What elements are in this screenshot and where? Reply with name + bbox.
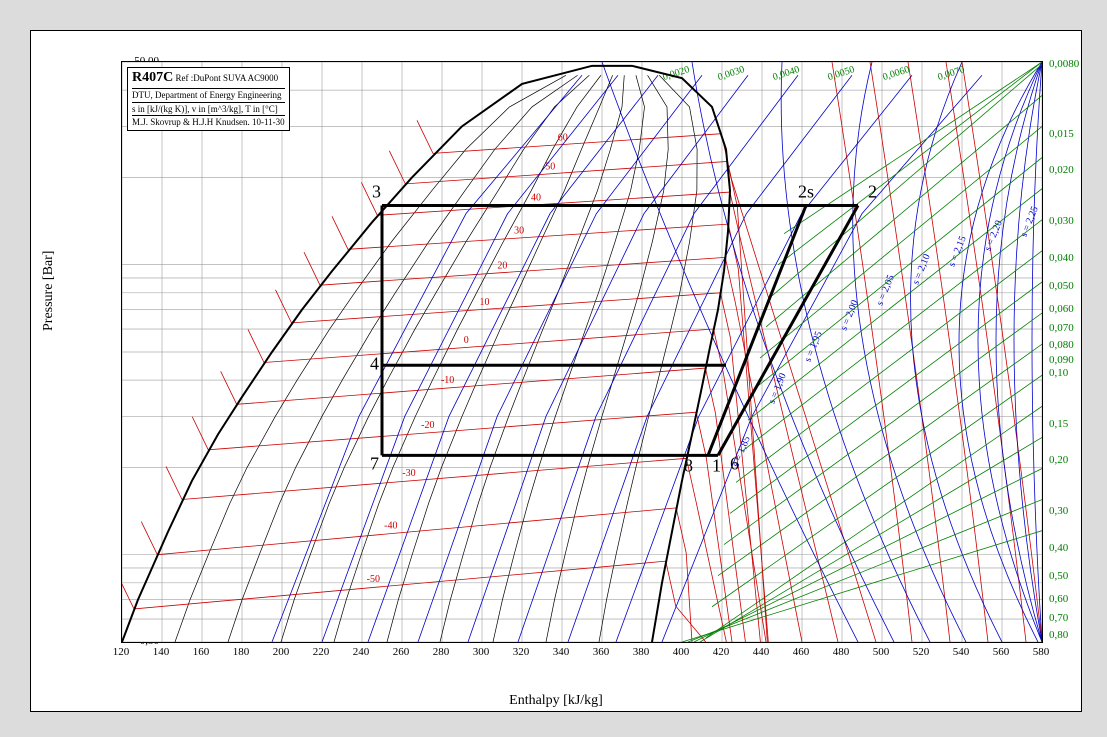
chart-info-box: R407C Ref :DuPont SUVA AC9000 DTU, Depar… bbox=[127, 67, 290, 131]
svg-text:3: 3 bbox=[372, 182, 381, 202]
x-tick: 580 bbox=[1026, 646, 1056, 658]
x-tick: 480 bbox=[826, 646, 856, 658]
info-line-2: M.J. Skovrup & H.J.H Knudsen. 10-11-30 bbox=[132, 115, 285, 128]
x-tick: 220 bbox=[306, 646, 336, 658]
x-tick: 180 bbox=[226, 646, 256, 658]
x-tick: 200 bbox=[266, 646, 296, 658]
v-tick: 0,80 bbox=[1049, 629, 1099, 641]
v-tick: 0,030 bbox=[1049, 215, 1099, 227]
v-tick: 0,10 bbox=[1049, 367, 1099, 379]
x-tick: 340 bbox=[546, 646, 576, 658]
svg-text:0: 0 bbox=[464, 335, 469, 346]
svg-text:30: 30 bbox=[514, 226, 524, 237]
y-axis-label: Pressure [Bar] bbox=[41, 251, 57, 331]
info-line-1: s in [kJ/(kg K)], v in [m^3/kg], T in [°… bbox=[132, 102, 285, 115]
svg-text:s = 2,05: s = 2,05 bbox=[875, 273, 897, 307]
x-tick: 380 bbox=[626, 646, 656, 658]
refrigerant-title: R407C bbox=[132, 70, 173, 85]
svg-text:0,0040: 0,0040 bbox=[771, 64, 801, 83]
v-tick: 0,015 bbox=[1049, 128, 1099, 140]
x-tick: 280 bbox=[426, 646, 456, 658]
x-tick: 500 bbox=[866, 646, 896, 658]
v-tick: 0,70 bbox=[1049, 612, 1099, 624]
x-tick: 260 bbox=[386, 646, 416, 658]
v-tick: 0,20 bbox=[1049, 454, 1099, 466]
x-tick: 160 bbox=[186, 646, 216, 658]
x-tick: 460 bbox=[786, 646, 816, 658]
svg-text:0,0030: 0,0030 bbox=[716, 64, 746, 83]
v-tick: 0,0080 bbox=[1049, 58, 1099, 70]
svg-text:-30: -30 bbox=[402, 468, 415, 479]
svg-text:8: 8 bbox=[684, 455, 693, 475]
x-tick: 520 bbox=[906, 646, 936, 658]
svg-text:4: 4 bbox=[370, 353, 379, 373]
ref-text: Ref :DuPont SUVA AC9000 bbox=[175, 73, 278, 83]
x-tick: 300 bbox=[466, 646, 496, 658]
v-tick: 0,020 bbox=[1049, 164, 1099, 176]
x-tick: 140 bbox=[146, 646, 176, 658]
svg-text:-50: -50 bbox=[367, 574, 380, 585]
svg-text:-20: -20 bbox=[421, 420, 434, 431]
x-tick: 120 bbox=[106, 646, 136, 658]
svg-text:1: 1 bbox=[712, 455, 721, 475]
svg-text:s = 2,20: s = 2,20 bbox=[983, 219, 1005, 253]
v-tick: 0,090 bbox=[1049, 354, 1099, 366]
v-tick: 0,60 bbox=[1049, 593, 1099, 605]
svg-text:s = 2,25: s = 2,25 bbox=[1019, 205, 1041, 239]
svg-text:20: 20 bbox=[497, 260, 507, 271]
svg-text:40: 40 bbox=[531, 193, 541, 204]
v-tick: 0,50 bbox=[1049, 570, 1099, 582]
svg-text:60: 60 bbox=[558, 133, 568, 144]
x-tick: 240 bbox=[346, 646, 376, 658]
v-tick: 0,070 bbox=[1049, 322, 1099, 334]
x-tick: 400 bbox=[666, 646, 696, 658]
x-tick: 360 bbox=[586, 646, 616, 658]
svg-text:0,0050: 0,0050 bbox=[826, 64, 856, 83]
svg-text:0,0060: 0,0060 bbox=[881, 64, 911, 83]
chart-frame: Pressure [Bar] Enthalpy [kJ/kg] 0,500,60… bbox=[30, 30, 1082, 712]
v-tick: 0,30 bbox=[1049, 505, 1099, 517]
v-tick: 0,050 bbox=[1049, 280, 1099, 292]
plot-area: -50-40-30-20-100102030405060s = 1,85s = … bbox=[121, 61, 1043, 643]
svg-text:2: 2 bbox=[868, 182, 877, 202]
svg-text:10: 10 bbox=[480, 297, 490, 308]
svg-text:-40: -40 bbox=[384, 520, 397, 531]
x-tick: 440 bbox=[746, 646, 776, 658]
info-line-0: DTU, Department of Energy Engineering bbox=[132, 88, 285, 101]
plot-svg: -50-40-30-20-100102030405060s = 1,85s = … bbox=[122, 62, 1042, 642]
svg-text:-10: -10 bbox=[441, 375, 454, 386]
x-tick: 420 bbox=[706, 646, 736, 658]
x-axis-label: Enthalpy [kJ/kg] bbox=[509, 693, 603, 709]
svg-text:6: 6 bbox=[730, 453, 739, 473]
v-tick: 0,080 bbox=[1049, 339, 1099, 351]
x-tick: 560 bbox=[986, 646, 1016, 658]
svg-text:0,0070: 0,0070 bbox=[936, 64, 966, 83]
v-tick: 0,15 bbox=[1049, 418, 1099, 430]
v-tick: 0,40 bbox=[1049, 542, 1099, 554]
svg-text:2s: 2s bbox=[798, 182, 814, 202]
svg-text:50: 50 bbox=[545, 162, 555, 173]
v-tick: 0,060 bbox=[1049, 303, 1099, 315]
x-tick: 540 bbox=[946, 646, 976, 658]
svg-text:s = 2,10: s = 2,10 bbox=[911, 252, 933, 286]
svg-text:7: 7 bbox=[370, 453, 379, 473]
v-tick: 0,040 bbox=[1049, 252, 1099, 264]
x-tick: 320 bbox=[506, 646, 536, 658]
